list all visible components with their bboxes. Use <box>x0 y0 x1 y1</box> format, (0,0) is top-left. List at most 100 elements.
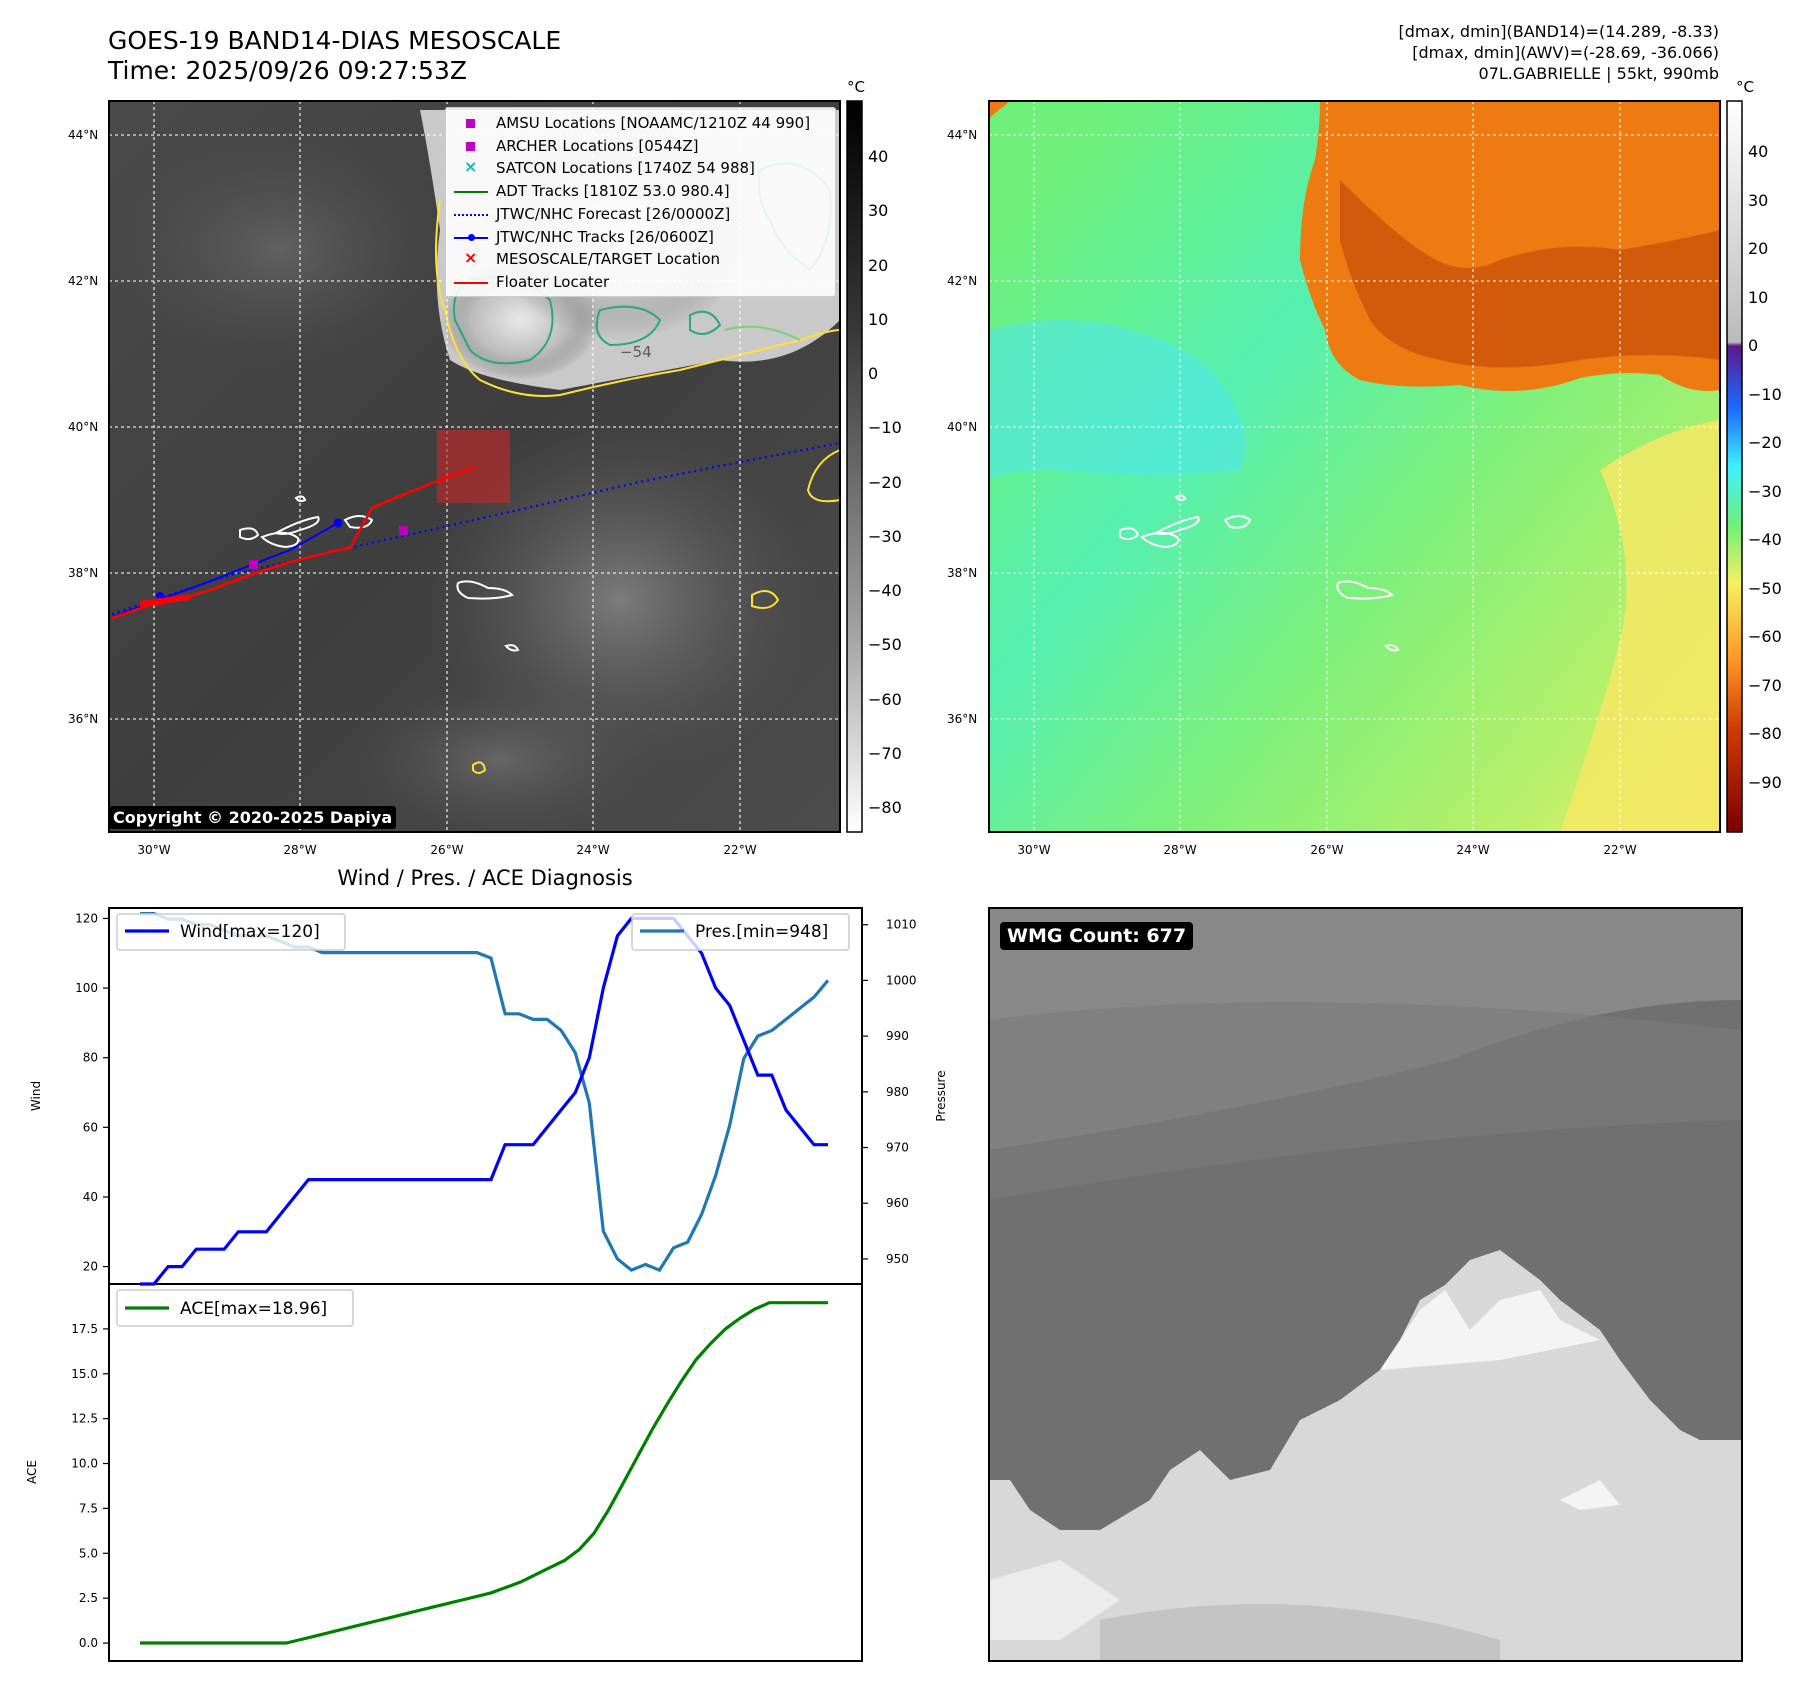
gray-colorbar-tick: 0 <box>868 364 878 383</box>
legend-entry: JTWC/NHC Tracks [26/0600Z] <box>446 228 831 248</box>
awv-colorbar-tick: −40 <box>1748 530 1782 549</box>
island-outline <box>456 580 514 600</box>
legend-label: JTWC/NHC Tracks [26/0600Z] <box>496 227 714 246</box>
wind-axis-tick-label: 60 <box>83 1120 98 1134</box>
ace-axis-tick-label: 7.5 <box>79 1501 98 1515</box>
island-outline <box>1153 515 1200 535</box>
jtwc-track-point <box>333 518 343 528</box>
ace-axis-tick-label: 10.0 <box>71 1457 98 1471</box>
ace-legend-label: ACE[max=18.96] <box>180 1299 327 1319</box>
island-outline <box>343 515 374 529</box>
dmax-band14: [dmax, dmin](BAND14)=(14.289, -8.33) <box>1398 22 1720 41</box>
legend-entry: × SATCON Locations [1740Z 54 988] <box>446 157 831 179</box>
wind-axis-tick-label: 20 <box>83 1260 98 1274</box>
lat-tick-label: 44°N <box>947 128 977 142</box>
lon-tick-label: 24°W <box>1456 843 1489 857</box>
awv-colorbar-tick: 40 <box>1748 142 1768 161</box>
floater-locater-thick <box>139 594 191 607</box>
wind-legend-label: Wind[max=120] <box>180 922 320 942</box>
lon-tick-label: 28°W <box>1163 843 1196 857</box>
awv-colorbar-tick: 30 <box>1748 191 1768 210</box>
legend-symbol <box>466 141 475 151</box>
island-outline <box>1384 644 1400 652</box>
awv-colorbar-tick: −30 <box>1748 482 1782 501</box>
ace-axis-label: ACE <box>25 1460 39 1484</box>
figure-title: GOES-19 BAND14-DIAS MESOSCALE <box>108 26 562 55</box>
legend-symbol <box>454 191 488 194</box>
awv-colorbar-tick: 0 <box>1748 336 1758 355</box>
island-outline <box>1140 531 1180 549</box>
legend-label: ADT Tracks [1810Z 53.0 980.4] <box>496 182 730 201</box>
pressure-axis-tick-label: 950 <box>886 1252 909 1266</box>
ace-series-line <box>140 1301 828 1645</box>
lat-tick-label: 42°N <box>947 274 977 288</box>
gray-colorbar-tick: −70 <box>868 744 902 763</box>
lat-tick-label: 36°N <box>947 712 977 726</box>
awv-colorbar-tick: −70 <box>1748 676 1782 695</box>
awv-colorbar-tick: −50 <box>1748 579 1782 598</box>
pressure-axis-tick-label: 1000 <box>886 973 917 987</box>
island-outline <box>239 527 260 541</box>
wmg-count-label: WMG Count: 677 <box>1000 922 1194 950</box>
legend-label: AMSU Locations [NOAAMC/1210Z 44 990] <box>496 114 811 132</box>
pressure-legend-label: Pres.[min=948] <box>695 922 828 942</box>
pressure-legend-box <box>631 913 850 951</box>
legend-label: MESOSCALE/TARGET Location <box>496 250 721 269</box>
lat-tick-label: 36°N <box>68 712 98 726</box>
lat-tick-label: 38°N <box>68 566 98 580</box>
island-outline <box>1119 527 1140 541</box>
legend-symbol <box>454 281 488 284</box>
legend-label: JTWC/NHC Forecast [26/0000Z] <box>496 204 731 223</box>
amsu-location-marker <box>399 526 408 535</box>
gray-colorbar-unit: °C <box>847 78 865 96</box>
awv-colorbar-tick: 20 <box>1748 239 1768 258</box>
island-outline <box>1174 494 1187 502</box>
legend-symbol <box>454 213 488 216</box>
copyright-label: Copyright © 2020-2025 Dapiya <box>109 806 397 829</box>
awv-colorbar-tick: 10 <box>1748 288 1768 307</box>
pressure-axis-tick-label: 960 <box>886 1196 909 1210</box>
mesoscale-target-marker: × <box>153 595 165 611</box>
wind-series-line <box>140 916 828 1286</box>
contour-label: −54 <box>620 343 652 361</box>
gray-colorbar-tick: −50 <box>868 635 902 654</box>
pressure-axis-label: Pressure <box>934 1070 948 1121</box>
archer-location-marker <box>249 560 258 569</box>
lon-tick-label: 28°W <box>283 843 316 857</box>
gray-colorbar-tick: −40 <box>868 581 902 600</box>
lon-tick-label: 26°W <box>430 843 463 857</box>
gray-colorbar-tick: −20 <box>868 473 902 492</box>
lat-tick-label: 40°N <box>947 420 977 434</box>
diagnosis-title: Wind / Pres. / ACE Diagnosis <box>337 866 632 890</box>
awv-colorbar-tick: −60 <box>1748 627 1782 646</box>
gray-colorbar-tick: 20 <box>868 256 888 275</box>
pressure-axis-tick-label: 1010 <box>886 918 917 932</box>
wind-legend-box <box>116 913 346 951</box>
legend-entry: ARCHER Locations [0544Z] <box>446 137 831 157</box>
lon-tick-label: 26°W <box>1310 843 1343 857</box>
awv-colorbar-tick: −90 <box>1748 773 1782 792</box>
ace-axis-tick-label: 2.5 <box>79 1591 98 1605</box>
ace-panel <box>108 1283 863 1662</box>
ace-axis-tick-label: 0.0 <box>79 1636 98 1650</box>
legend-entry: × MESOSCALE/TARGET Location <box>446 248 831 270</box>
lon-tick-label: 22°W <box>723 843 756 857</box>
legend-label: Floater Locater <box>496 272 610 291</box>
legend-entry: JTWC/NHC Forecast [26/0000Z] <box>446 205 831 225</box>
dmax-awv: [dmax, dmin](AWV)=(-28.69, -36.066) <box>1412 43 1719 62</box>
wind-axis-tick-label: 100 <box>75 981 98 995</box>
wind-axis-tick-label: 80 <box>83 1051 98 1065</box>
ace-axis-tick-label: 17.5 <box>71 1322 98 1336</box>
island-outline <box>1336 580 1394 600</box>
wind-axis-tick-label: 120 <box>75 911 98 925</box>
lat-tick-label: 40°N <box>68 420 98 434</box>
lat-tick-label: 38°N <box>947 566 977 580</box>
island-outline <box>1223 515 1252 529</box>
gray-colorbar-tick: −60 <box>868 690 902 709</box>
island-outline <box>294 495 307 503</box>
wind-axis-label: Wind <box>29 1081 43 1111</box>
jtwc-forecast-track <box>111 441 841 616</box>
legend-entry: ADT Tracks [1810Z 53.0 980.4] <box>446 182 831 202</box>
island-outline <box>273 515 320 535</box>
